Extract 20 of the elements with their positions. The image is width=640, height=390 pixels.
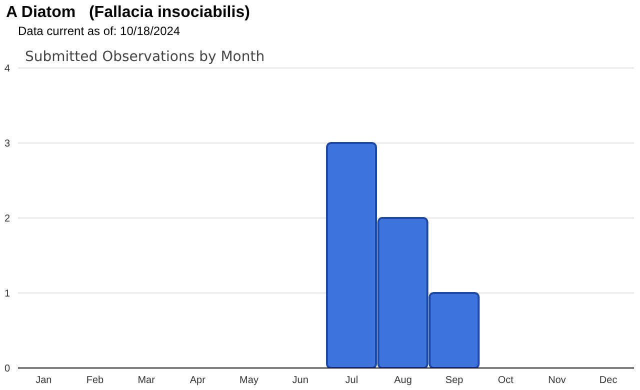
x-tick-label: Sep [445, 375, 464, 386]
y-tick-label: 4 [4, 64, 10, 75]
x-tick-label: Aug [394, 375, 412, 386]
x-tick-label: Dec [599, 375, 618, 386]
x-tick-label: Oct [498, 375, 514, 386]
x-tick-label: Jul [345, 375, 358, 386]
x-tick-label: Jun [292, 375, 308, 386]
x-tick-label: Apr [190, 375, 206, 386]
x-tick-label: Jan [36, 375, 52, 386]
text: Submitted Observations by Month [25, 49, 265, 65]
y-tick-label: 0 [4, 364, 10, 375]
chart-title: A Diatom (Fallacia insociabilis) [6, 4, 250, 22]
y-tick-label: 3 [4, 138, 10, 150]
x-tick-label: Feb [86, 375, 104, 386]
y-tick-label: 1 [4, 288, 10, 300]
x-tick-label: May [240, 375, 258, 386]
y-tick-label: 2 [4, 214, 10, 225]
x-tick-label: Mar [138, 375, 156, 386]
x-tick-label: Nov [548, 375, 566, 386]
chart-subtitle: Data current as of: 10/18/2024 [18, 24, 180, 38]
